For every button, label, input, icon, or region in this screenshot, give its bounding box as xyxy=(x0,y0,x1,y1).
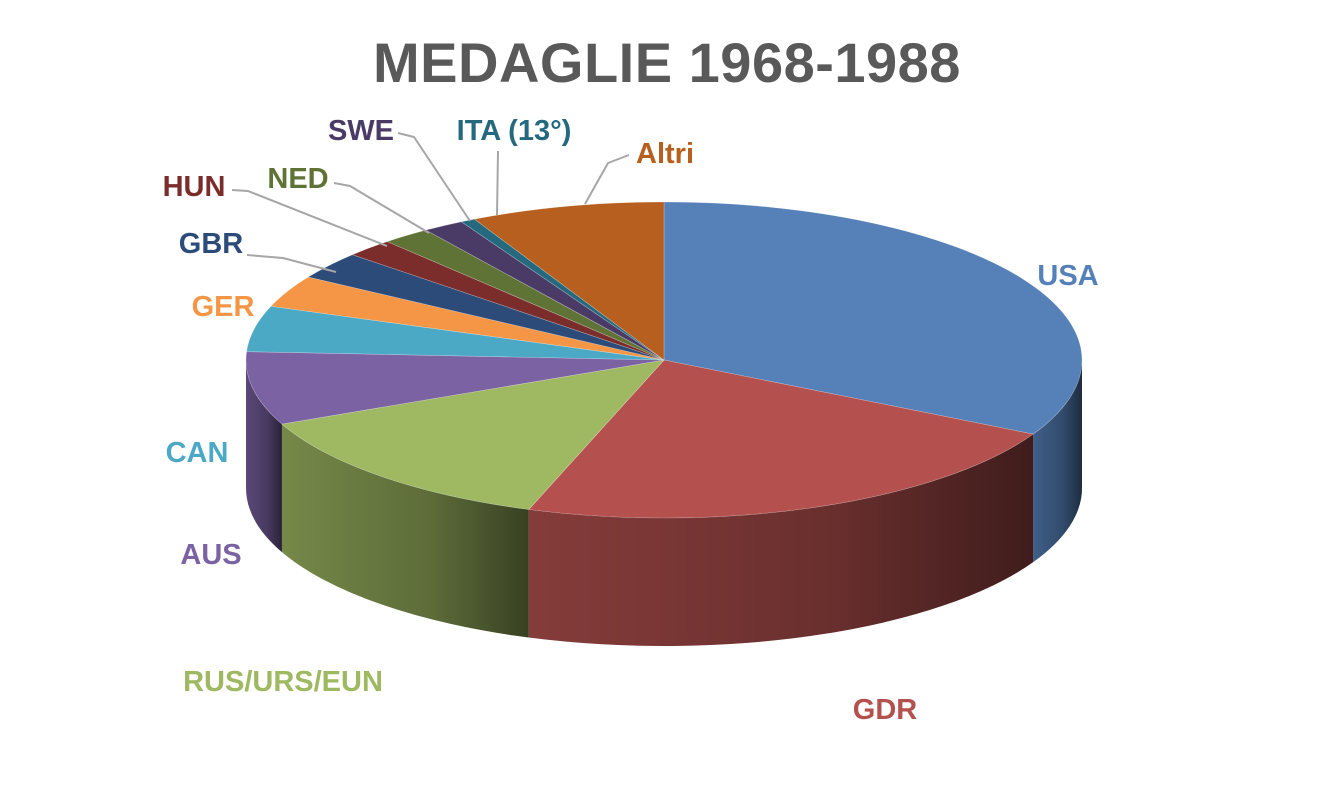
pie-side-usa-shading xyxy=(1033,360,1082,563)
leader-line-gbr xyxy=(246,254,337,273)
pie-slice-gdr xyxy=(528,359,1034,519)
leader-line-altri xyxy=(584,154,630,205)
slice-label-ned: NED xyxy=(267,163,328,195)
slice-label-ger: GER xyxy=(192,291,255,323)
leader-line-ned xyxy=(333,182,430,234)
pie-sides xyxy=(246,360,1082,646)
pie-slice-usa xyxy=(663,201,1083,435)
pie-tops xyxy=(245,201,1083,519)
slice-label-altri: Altri xyxy=(636,138,694,170)
slice-label-gbr: GBR xyxy=(179,228,244,260)
slice-label-rus-urs-eun: RUS/URS/EUN xyxy=(183,666,383,698)
slice-label-usa: USA xyxy=(1037,260,1098,292)
slice-label-ita-13: ITA (13°) xyxy=(457,115,572,147)
leader-line-swe xyxy=(397,132,471,222)
pie-side-aus xyxy=(246,360,282,553)
pie-slice-rus-urs-eun xyxy=(281,359,665,510)
pie-slice-altri xyxy=(473,201,665,361)
pie-side-usa xyxy=(1033,360,1082,563)
leader-line-hun xyxy=(231,189,388,247)
pie-slice-aus xyxy=(245,351,665,425)
pie-side-rus-urs-eun-shading xyxy=(281,424,529,638)
chart-title: MEDAGLIE 1968-1988 xyxy=(373,31,961,94)
pie-slice-ita-13 xyxy=(460,218,665,361)
slice-label-aus: AUS xyxy=(180,539,241,571)
slice-label-hun: HUN xyxy=(163,171,226,203)
slice-label-can: CAN xyxy=(166,437,229,469)
pie-side-gdr-shading xyxy=(528,434,1034,646)
leader-lines xyxy=(231,132,630,273)
pie-slice-hun xyxy=(351,241,665,361)
slice-label-swe: SWE xyxy=(328,115,394,147)
leader-line-ita-13 xyxy=(496,150,499,216)
pie-side-aus-shading xyxy=(246,360,282,553)
pie-side-rus-urs-eun xyxy=(281,424,529,638)
slice-label-gdr: GDR xyxy=(853,694,918,726)
pie-side-gdr xyxy=(528,434,1034,646)
pie-slice-ger xyxy=(270,276,665,361)
pie-slice-gbr xyxy=(307,254,665,361)
pie-slice-can xyxy=(246,305,665,361)
